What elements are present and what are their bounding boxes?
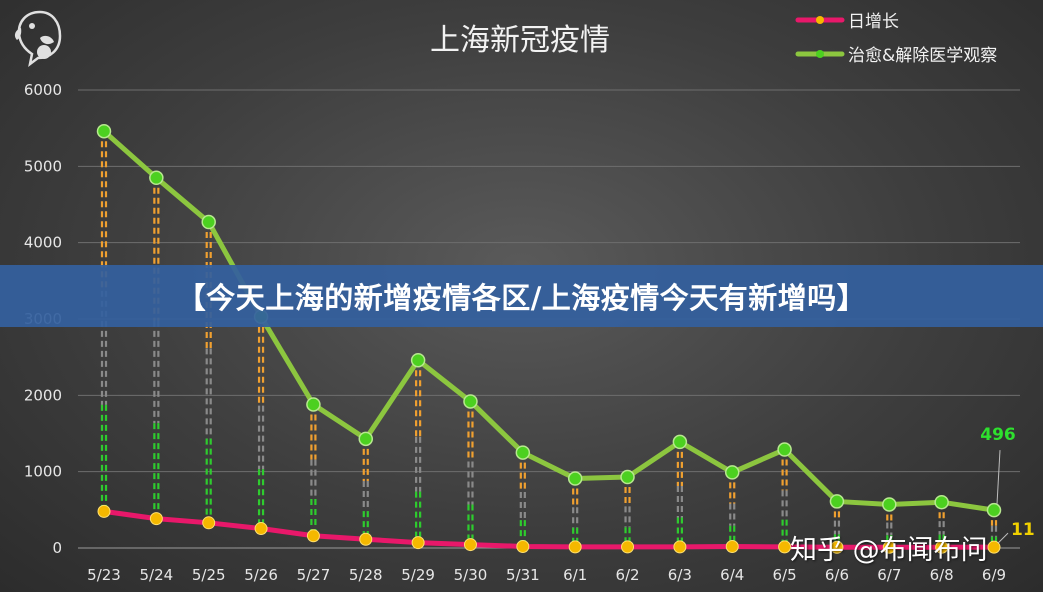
data-label-leader [997,532,1009,544]
marker-recovered [567,471,583,486]
marker-daily [987,540,1001,554]
marker-daily [463,538,477,552]
marker-daily [935,540,949,554]
legend-marker-recovered [816,50,824,58]
marker-daily [411,536,425,550]
marker-recovered [149,170,164,186]
chart-title: 上海新冠疫情 [430,23,610,58]
marker-daily [673,540,687,554]
y-tick-label: 6000 [24,81,62,99]
marker-recovered [777,442,792,457]
marker-recovered [358,431,374,447]
watermark: 知乎 @布闻布问 [790,535,988,566]
x-tick-label: 5/23 [87,566,121,584]
marker-daily [97,504,111,518]
marker-recovered [96,123,112,139]
marker-daily [830,540,844,554]
marker-daily [778,540,792,554]
x-tick-label: 6/5 [773,566,797,584]
marker-daily [882,540,896,554]
marker-recovered [201,214,216,230]
legend-label-daily: 日增长 [848,12,899,32]
marker-recovered [463,394,478,409]
y-tick-label: 1000 [24,463,62,481]
y-tick-label: 0 [52,539,62,557]
x-tick-label: 5/27 [297,566,331,584]
title-banner: 【今天上海的新增疫情各区/上海疫情今天有新增吗】 [0,265,1043,327]
marker-daily [516,539,530,553]
marker-daily [202,516,216,530]
marker-recovered [829,494,845,509]
x-tick-label: 6/1 [563,566,587,584]
x-tick-label: 5/31 [506,566,540,584]
legend: 日增长 治愈&解除医学观察 [795,12,997,66]
marker-recovered [620,469,635,485]
x-tick-label: 6/2 [615,566,639,584]
y-tick-label: 4000 [24,234,62,252]
marker-daily [568,540,582,554]
marker-daily [725,539,739,553]
marker-daily [621,540,635,554]
x-tick-label: 5/28 [349,566,383,584]
data-label-daily: 11 [1011,520,1035,540]
marker-daily [359,532,373,546]
marker-recovered [724,465,740,480]
x-tick-label: 5/29 [401,566,435,584]
marker-recovered [934,494,949,510]
marker-daily [306,529,320,543]
marker-daily [254,522,268,536]
marker-daily [149,512,163,526]
x-tick-label: 5/26 [244,566,278,584]
x-axis-tick-labels: 5/23 5/24 5/25 5/26 5/27 5/28 5/29 5/30 5/31 6/1 6… [87,566,1006,584]
banner-text: 【今天上海的新增疫情各区/上海疫情今天有新增吗】 [176,281,867,315]
x-tick-label: 6/7 [877,566,901,584]
y-tick-label: 2000 [24,386,62,404]
x-tick-label: 5/25 [192,566,226,584]
marker-recovered [672,434,688,450]
x-tick-label: 6/3 [668,566,692,584]
x-tick-label: 6/9 [982,566,1006,584]
series-markers [96,123,1002,554]
y-tick-label: 5000 [24,157,62,175]
marker-recovered [986,502,1002,518]
parrot-logo-icon [14,10,62,67]
legend-label-recovered: 治愈&解除医学观察 [848,46,997,66]
series-lines [101,128,997,550]
marker-recovered [515,445,531,460]
marker-recovered [410,352,426,368]
marker-recovered [306,397,321,412]
legend-marker-daily [816,16,824,24]
x-tick-label: 5/30 [454,566,488,584]
data-label-leader [996,450,1001,505]
data-labels: 496 11 [980,425,1035,544]
x-tick-label: 5/24 [140,566,174,584]
x-tick-label: 6/8 [930,566,954,584]
marker-recovered [882,497,897,512]
data-label-recovered: 496 [980,425,1016,445]
x-tick-label: 6/6 [825,566,849,584]
x-tick-label: 6/4 [720,566,744,584]
drop-lines [100,131,998,548]
series-line-daily [101,508,997,550]
